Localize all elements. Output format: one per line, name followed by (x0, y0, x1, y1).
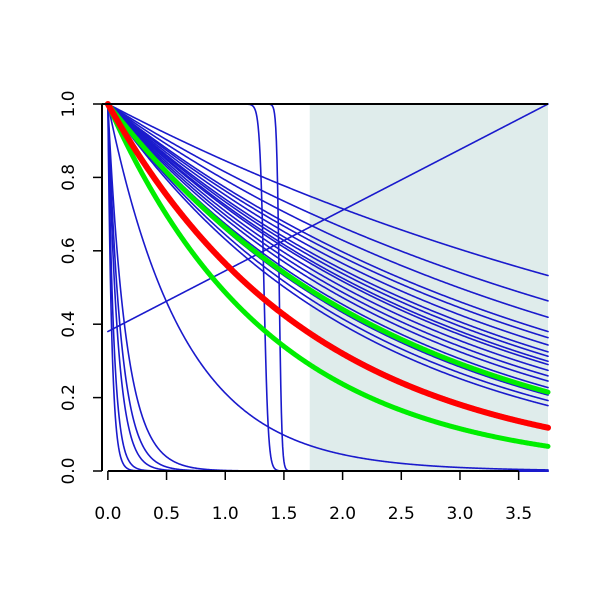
series-line-red-30 (104, 101, 551, 431)
x-tick-label: 1.5 (270, 504, 297, 524)
series-line-blue-19 (107, 103, 549, 471)
y-tick-label: 0.0 (59, 457, 79, 484)
y-tick-label: 0.6 (59, 237, 79, 264)
series-line-blue-8 (107, 103, 549, 358)
series-line-green-29 (105, 101, 551, 449)
series-line-blue-5 (107, 103, 549, 339)
x-tick-label: 3.5 (505, 504, 532, 524)
series-line-blue-16 (107, 103, 549, 402)
series-line-blue-2 (107, 103, 549, 302)
series-line-blue-12 (107, 103, 549, 377)
y-tick-label: 1.0 (59, 90, 79, 117)
x-tick-label: 2.5 (388, 504, 415, 524)
series-line-blue-1 (107, 103, 549, 277)
series-line-blue-17 (107, 103, 549, 407)
series-line-blue-4 (107, 103, 549, 333)
series-line-blue-10 (107, 103, 549, 366)
series-line-blue-3 (107, 103, 549, 319)
series-line-green-28 (105, 101, 551, 395)
x-tick-label: 0.5 (153, 504, 180, 524)
series-line-blue-27 (107, 103, 549, 333)
series-line-blue-9 (107, 103, 549, 363)
series-line-blue-7 (107, 103, 549, 353)
y-tick-label: 0.4 (59, 311, 79, 338)
y-tick-label: 0.2 (59, 384, 79, 411)
x-tick-label: 0.0 (94, 504, 121, 524)
x-tick-label: 1.0 (212, 504, 239, 524)
axes-layer: 0.0 0.5 1.0 1.5 2.0 2.5 3.0 3.5 0.0 0.2 0.4 0.6 0.8 1… (59, 90, 548, 524)
shaded-region (309, 104, 548, 471)
series-line-blue-13 (107, 103, 549, 382)
series-line-blue-11 (107, 103, 549, 372)
x-tick-label: 3.0 (446, 504, 473, 524)
y-tick-label: 0.8 (59, 164, 79, 191)
series-line-blue-6 (107, 103, 549, 346)
x-tick-label: 2.0 (329, 504, 356, 524)
